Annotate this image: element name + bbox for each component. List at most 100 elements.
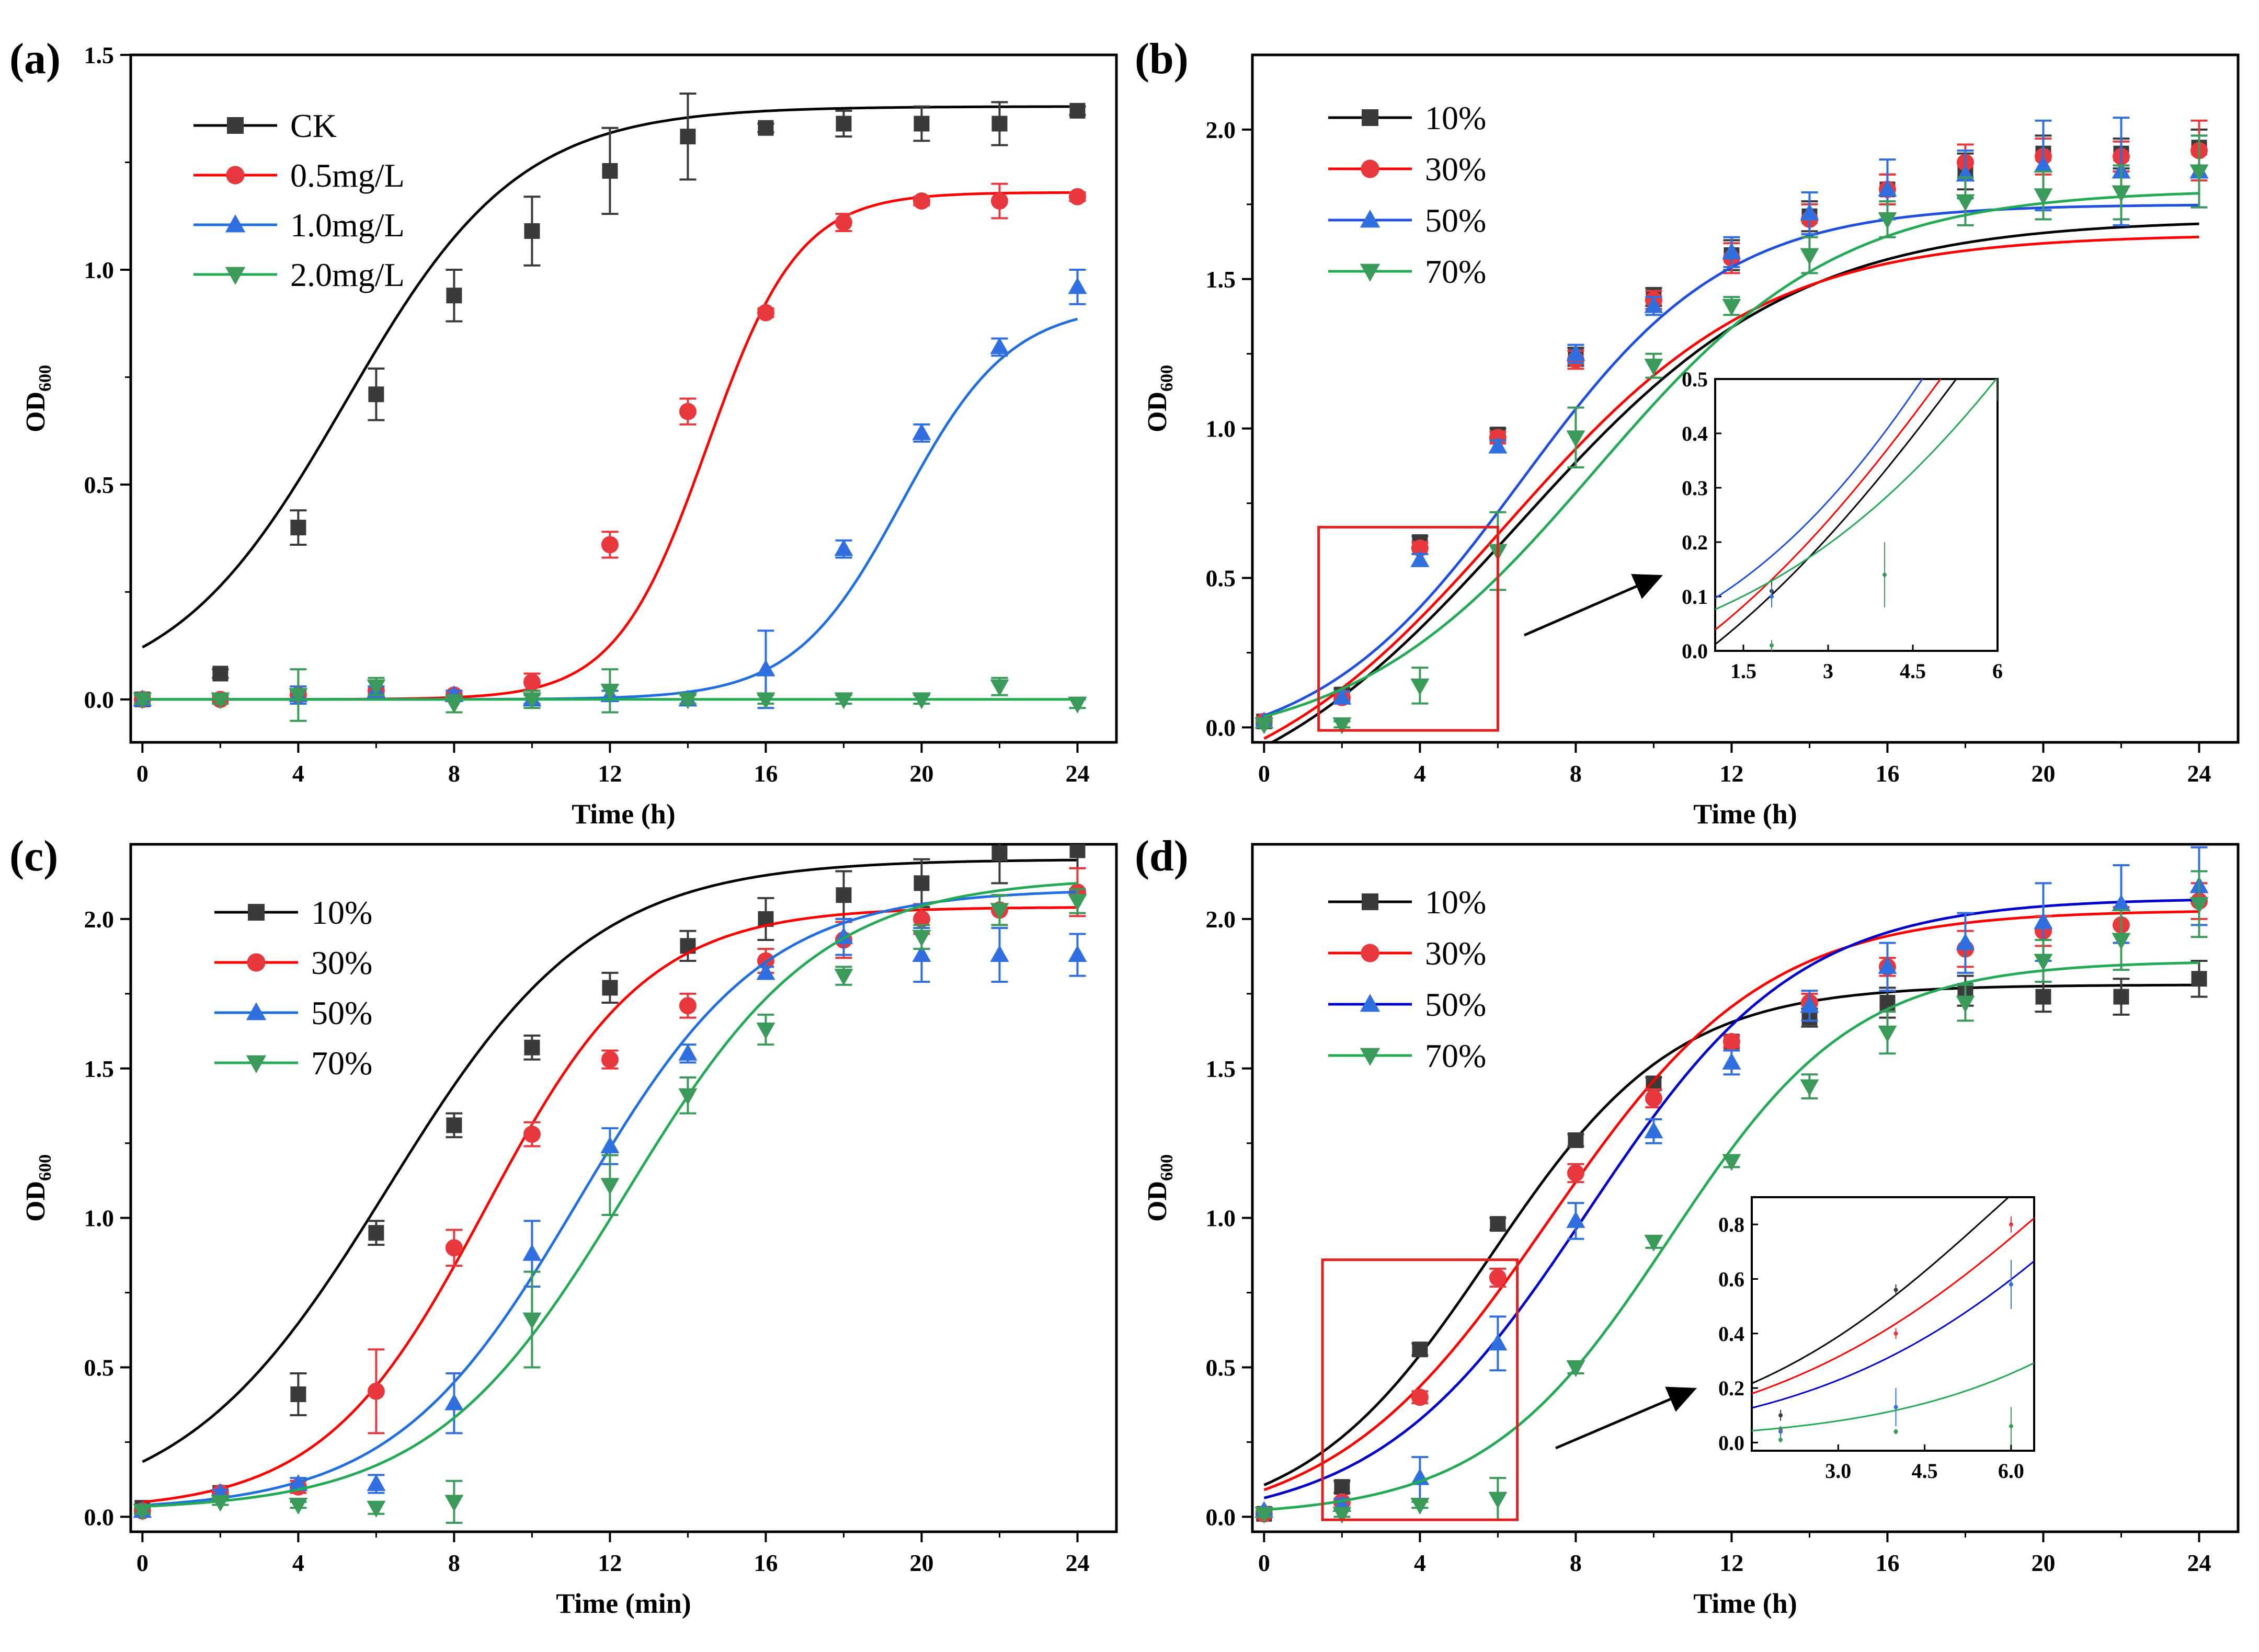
x-tick-label: 16 bbox=[754, 760, 778, 787]
legend-label: 10% bbox=[1425, 99, 1486, 136]
zoom-arrow-head bbox=[1631, 574, 1663, 599]
plot-frame bbox=[129, 53, 1118, 744]
data-point bbox=[756, 659, 775, 676]
data-point bbox=[991, 116, 1008, 132]
data-point bbox=[289, 1498, 308, 1515]
inset-y-tick-label: 0.4 bbox=[1682, 422, 1708, 445]
data-point bbox=[836, 116, 852, 132]
x-tick-label: 12 bbox=[598, 1550, 622, 1576]
x-tick-label: 12 bbox=[598, 760, 622, 787]
data-point bbox=[1489, 1269, 1507, 1287]
data-point bbox=[912, 192, 930, 210]
legend-label: 50% bbox=[1425, 986, 1486, 1023]
data-point bbox=[1644, 296, 1663, 313]
legend: CK 0.5mg/L 1.0mg/L 2.0mg/L bbox=[193, 107, 405, 293]
legend-marker bbox=[225, 214, 246, 233]
data-point bbox=[524, 223, 540, 239]
y-tick-label: 1.0 bbox=[1206, 1205, 1236, 1232]
data-point bbox=[1956, 995, 1975, 1013]
data-point bbox=[602, 980, 618, 996]
zoom-arrow-shaft bbox=[1524, 579, 1651, 637]
x-tick-label: 16 bbox=[754, 1550, 778, 1576]
legend-label: 50% bbox=[311, 994, 372, 1031]
data-point bbox=[756, 963, 775, 980]
inset-data-point bbox=[1770, 643, 1774, 648]
y-tick-label: 1.0 bbox=[84, 257, 115, 283]
y-tick-label: 1.0 bbox=[84, 1205, 115, 1232]
data-point bbox=[601, 1051, 619, 1069]
data-point bbox=[1334, 1479, 1350, 1495]
x-tick-label: 16 bbox=[1875, 760, 1899, 787]
legend-marker bbox=[1360, 210, 1380, 228]
data-point bbox=[444, 1393, 464, 1410]
x-axis-label: Time (h) bbox=[572, 798, 676, 830]
data-point bbox=[1722, 299, 1741, 316]
inset-x-tick-label: 6.0 bbox=[1998, 1459, 2024, 1483]
data-point bbox=[1956, 933, 1975, 950]
data-point bbox=[211, 692, 230, 709]
legend-label: 70% bbox=[1425, 253, 1486, 290]
data-point bbox=[1878, 957, 1897, 974]
data-point bbox=[914, 116, 930, 132]
inset-y-tick-label: 0.0 bbox=[1718, 1431, 1744, 1454]
legend-marker bbox=[1362, 893, 1378, 910]
chart-panel-a: (a) 0 4 8 12 16 20 24 0.0 0.5 1.0 1.5 Time (h) OD600 C… bbox=[9, 35, 1118, 830]
x-tick-label: 0 bbox=[136, 760, 149, 787]
y-axis-label-sub: 600 bbox=[36, 365, 55, 392]
data-point bbox=[1410, 1498, 1430, 1515]
legend-label: 30% bbox=[311, 944, 372, 981]
data-point bbox=[1411, 1389, 1429, 1406]
inset-y-tick-label: 0.1 bbox=[1682, 585, 1708, 609]
data-point bbox=[1566, 1360, 1585, 1378]
legend-marker bbox=[227, 117, 244, 134]
inset-data-point bbox=[1770, 594, 1774, 599]
inset-frame bbox=[1751, 1196, 2035, 1452]
legend-marker bbox=[246, 1002, 267, 1020]
data-point bbox=[757, 304, 774, 322]
inset-series-line bbox=[1752, 1197, 2010, 1384]
data-point bbox=[2034, 155, 2053, 173]
y-axis-label-main: OD bbox=[1143, 392, 1172, 432]
data-point bbox=[2112, 933, 2131, 950]
data-point bbox=[1800, 203, 1819, 221]
x-tick-label: 24 bbox=[1065, 1550, 1089, 1576]
data-point bbox=[600, 1178, 620, 1195]
y-tick-label: 0.5 bbox=[1206, 565, 1236, 592]
data-point bbox=[2034, 954, 2053, 971]
data-point bbox=[2035, 989, 2051, 1005]
data-point bbox=[834, 539, 853, 556]
legend-marker bbox=[226, 166, 245, 185]
y-axis-label-main: OD bbox=[21, 392, 51, 432]
data-point bbox=[1722, 1052, 1741, 1070]
inset-data-point bbox=[1882, 572, 1887, 577]
data-point bbox=[914, 875, 930, 891]
inset-data-point bbox=[2009, 1282, 2013, 1287]
x-tick-label: 8 bbox=[448, 1550, 460, 1576]
data-point bbox=[524, 1039, 540, 1056]
x-tick-label: 8 bbox=[1570, 760, 1582, 787]
x-tick-label: 24 bbox=[2187, 760, 2211, 787]
series-0 bbox=[134, 92, 1086, 707]
inset-data-point bbox=[1778, 1429, 1783, 1434]
data-point bbox=[1332, 1507, 1352, 1524]
data-point bbox=[1254, 1507, 1274, 1524]
data-point bbox=[522, 692, 542, 709]
data-point bbox=[2034, 912, 2053, 930]
data-point bbox=[990, 679, 1009, 696]
data-point bbox=[1410, 550, 1430, 567]
inset-series-line bbox=[1715, 379, 1957, 645]
y-tick-label: 2.0 bbox=[1206, 117, 1236, 143]
data-point bbox=[834, 692, 853, 709]
data-point bbox=[835, 214, 852, 232]
legend-marker bbox=[1362, 109, 1378, 126]
data-point bbox=[600, 1136, 620, 1153]
x-tick-label: 24 bbox=[2187, 1550, 2211, 1576]
y-axis-label-sub: 600 bbox=[1157, 365, 1177, 392]
inset-y-tick-label: 0.4 bbox=[1718, 1322, 1744, 1346]
data-point bbox=[600, 683, 620, 701]
inset-series-line bbox=[1715, 379, 1924, 599]
inset-data-layer bbox=[1752, 1197, 2034, 1446]
data-point bbox=[1722, 1032, 1740, 1050]
